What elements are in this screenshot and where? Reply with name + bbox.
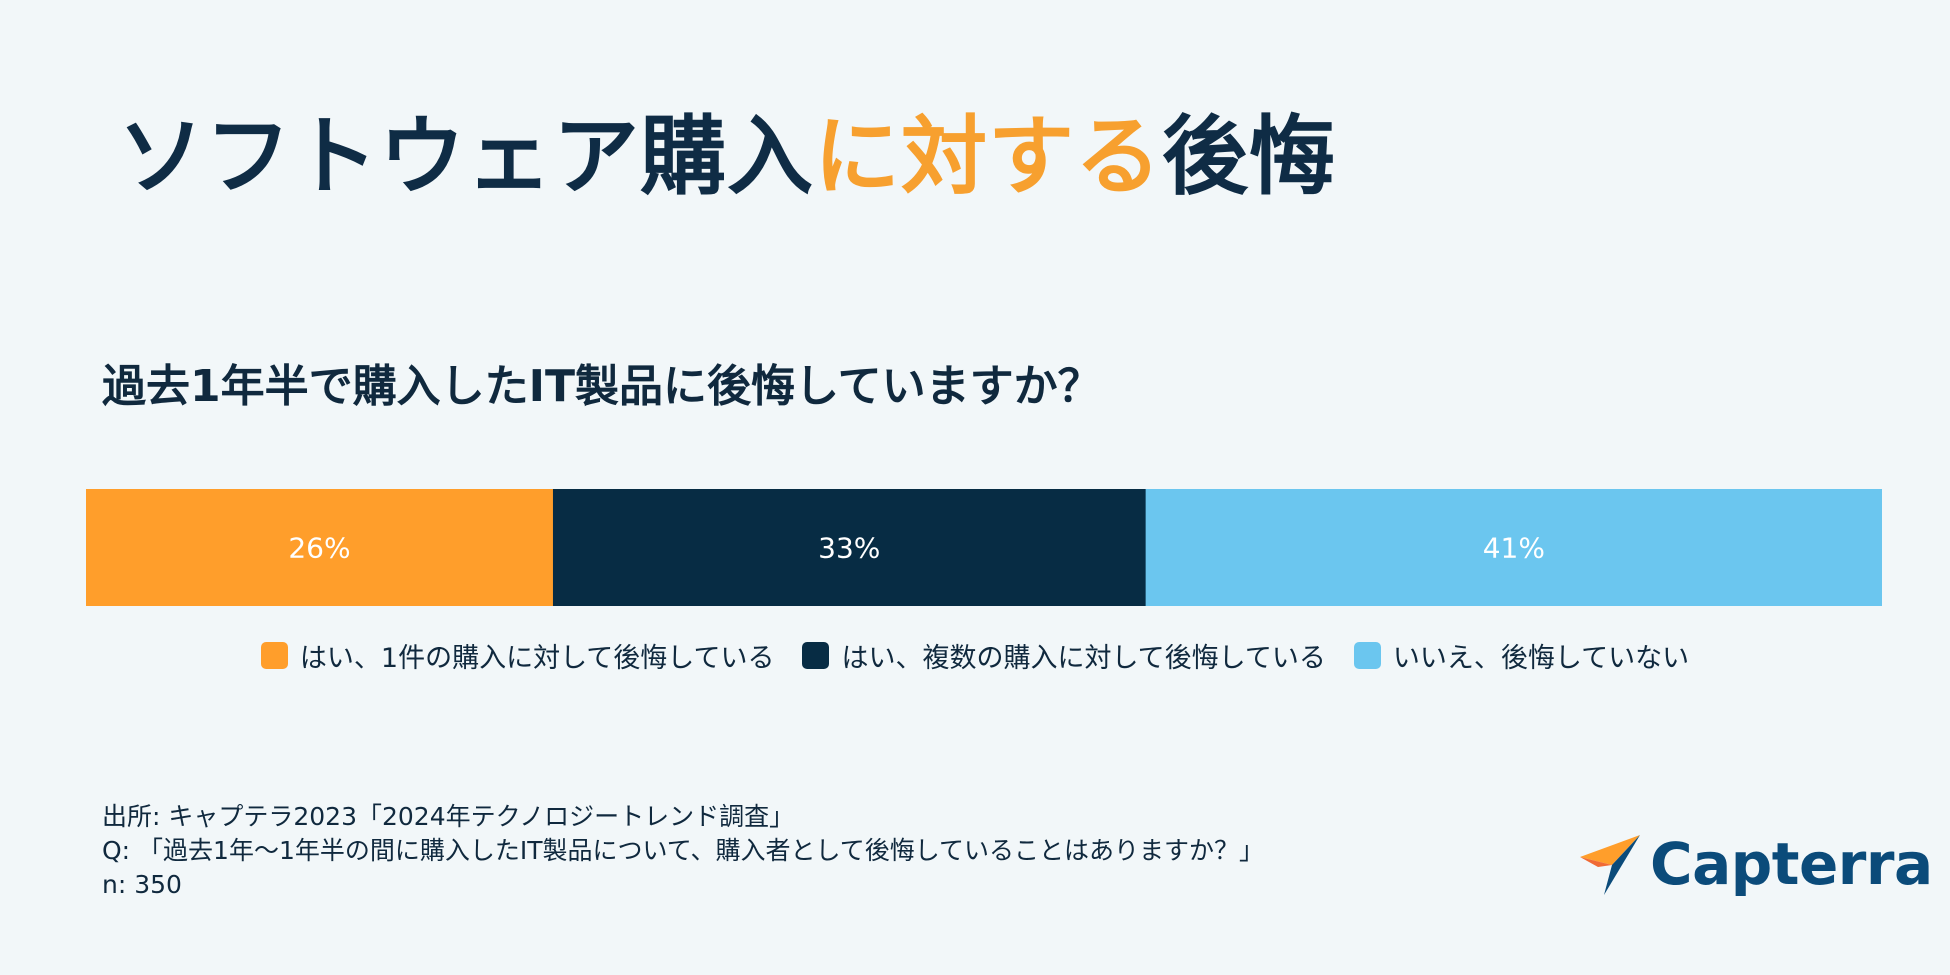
question-note: Q: 「過去1年〜1年半の間に購入したIT製品について、購入者として後悔している… <box>102 836 1265 865</box>
legend-item-3: いいえ、後悔していない <box>1353 636 1690 675</box>
chart-svg: 26% 33% 41% <box>86 489 1882 606</box>
bar-segment-label-1: 26% <box>288 532 350 565</box>
legend-item-2: はい、複数の購入に対して後悔している <box>802 636 1326 675</box>
bar-segment-3 <box>1145 489 1882 606</box>
bar-segment-1 <box>86 489 554 606</box>
bar-segment-2 <box>552 489 1147 606</box>
page-title: ソフトウェア購入に対する後悔 <box>118 110 1336 205</box>
legend-swatch <box>260 642 288 669</box>
source-note: 出所: キャプテラ2023「2024年テクノロジートレンド調査」 <box>102 802 795 831</box>
survey-question: 過去1年半で購入したIT製品に後悔していますか？ <box>102 361 1102 412</box>
legend-swatch <box>802 642 830 669</box>
logo-text: Capterra <box>1650 830 1933 898</box>
footer-notes: 出所: キャプテラ2023「2024年テクノロジートレンド調査」 Q: 「過去1… <box>102 800 1264 902</box>
title-part-2-accent: に対する <box>814 107 1162 207</box>
title-part-3: 後悔 <box>1162 107 1336 207</box>
legend-label: はい、複数の購入に対して後悔している <box>841 643 1326 674</box>
bar-segment-label-2: 33% <box>818 532 880 565</box>
sample-size-note: n: 350 <box>102 870 182 899</box>
title-part-1: ソフトウェア購入 <box>118 107 814 207</box>
legend-label: いいえ、後悔していない <box>1392 643 1690 674</box>
legend-label: はい、1件の購入に対して後悔している <box>299 643 775 674</box>
bar-segment-label-3: 41% <box>1483 532 1545 565</box>
chart-legend: はい、1件の購入に対して後悔している はい、複数の購入に対して後悔している いいえ、… <box>0 636 1950 675</box>
legend-swatch <box>1353 642 1381 669</box>
capterra-logo: Capterra <box>1578 830 1933 898</box>
legend-item-1: はい、1件の購入に対して後悔している <box>260 636 775 675</box>
stacked-bar-chart: 26% 33% 41% <box>86 489 1882 606</box>
capterra-arrow-icon <box>1580 835 1640 895</box>
